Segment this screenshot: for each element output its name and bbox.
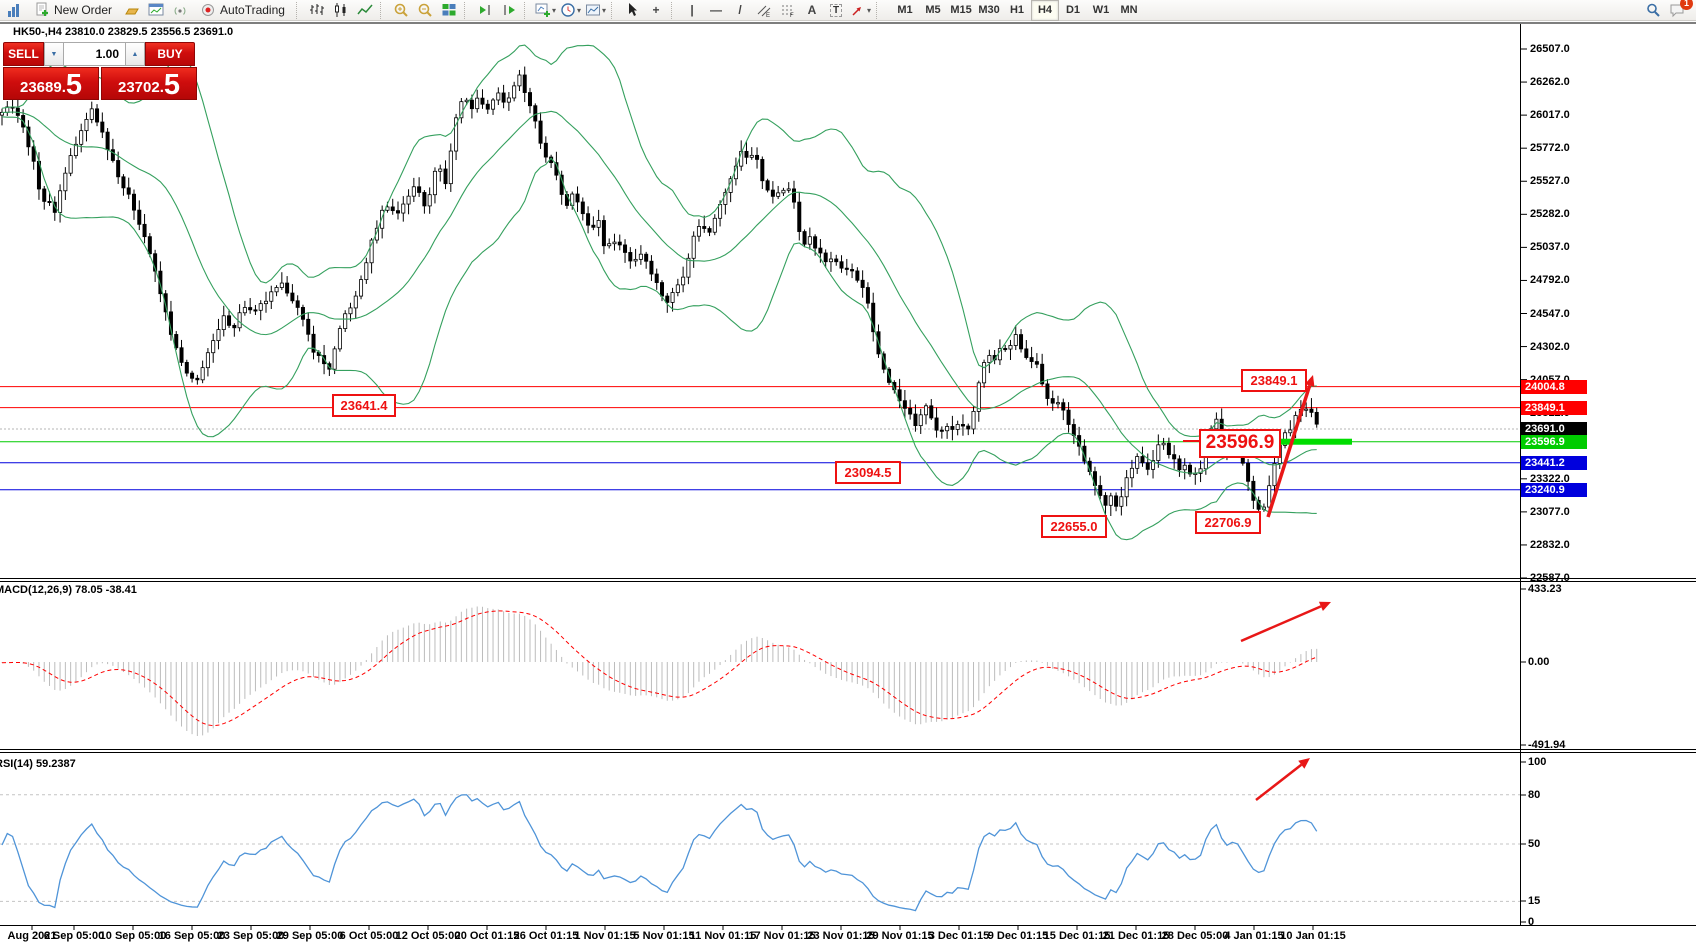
toolbar-separator xyxy=(295,1,302,19)
expert-advisor-icon[interactable] xyxy=(145,0,167,21)
macd-label: MACD(12,26,9) 78.05 -38.41 xyxy=(0,584,137,596)
timeframe-button-m30[interactable]: M30 xyxy=(978,4,1000,16)
toolbar: New Order AutoTrading xyxy=(0,0,1696,21)
timeframe-button-mn[interactable]: MN xyxy=(1120,4,1138,16)
chart-file-icon[interactable] xyxy=(3,0,25,21)
gold-icon[interactable] xyxy=(121,0,143,21)
buy-price-main: 23702. xyxy=(117,79,164,96)
sell-price[interactable]: 23689. 5 xyxy=(3,67,99,100)
buy-price[interactable]: 23702. 5 xyxy=(101,67,197,100)
chevron-down-icon: ▾ xyxy=(551,5,556,15)
timeframe-button-m5[interactable]: M5 xyxy=(925,4,941,16)
text-label-icon[interactable]: T xyxy=(825,0,847,21)
toolbar-separator xyxy=(671,1,677,19)
timeframe-group: M1 M5 M15 M30 H1 H4 D1 W1 MN xyxy=(891,0,1143,21)
timeframe-button-h1[interactable]: H1 xyxy=(1009,4,1025,16)
chat-icon[interactable]: 1 xyxy=(1666,0,1693,21)
chart-shift-icon[interactable] xyxy=(498,0,520,21)
chevron-down-icon: ▾ xyxy=(601,5,606,15)
notification-badge: 1 xyxy=(1680,0,1693,10)
cursor-icon[interactable] xyxy=(621,0,643,21)
buy-price-big-digit: 5 xyxy=(163,68,181,101)
search-icon[interactable] xyxy=(1642,0,1664,21)
svg-text:F: F xyxy=(790,13,794,18)
bar-chart-type-icon[interactable] xyxy=(306,0,328,21)
sell-price-big-digit: 5 xyxy=(65,68,83,101)
chevron-down-icon: ▾ xyxy=(576,5,581,15)
toolbar-separator xyxy=(523,1,530,19)
text-icon[interactable]: A xyxy=(807,3,817,17)
autotrading-button[interactable]: AutoTrading xyxy=(194,1,291,20)
auto-scroll-icon[interactable] xyxy=(474,0,496,21)
chevron-down-icon: ▾ xyxy=(867,5,872,15)
toolbar-bottom-strip xyxy=(0,22,1696,24)
templates-icon[interactable]: ▾ xyxy=(584,0,607,21)
toolbar-separator xyxy=(463,1,470,19)
arrows-icon[interactable]: ▾ xyxy=(849,0,872,21)
timeframe-button-m1[interactable]: M1 xyxy=(897,4,913,16)
chart-symbol-title: HK50-,H4 23810.0 23829.5 23556.5 23691.0 xyxy=(13,26,234,38)
volume-increase-button[interactable]: ▲ xyxy=(125,42,145,66)
new-order-button[interactable]: New Order xyxy=(28,1,118,20)
line-chart-type-icon[interactable] xyxy=(354,0,376,21)
fibonacci-icon[interactable]: F xyxy=(777,0,799,21)
signal-icon[interactable] xyxy=(169,0,191,21)
vertical-line-icon[interactable]: | xyxy=(690,3,694,17)
rsi-label: RSI(14) 59.2387 xyxy=(0,758,76,770)
timeframe-button-w1[interactable]: W1 xyxy=(1092,4,1110,16)
equidistant-channel-icon[interactable]: E xyxy=(753,0,775,21)
crosshair-icon[interactable]: + xyxy=(652,3,660,17)
periods-icon[interactable]: ▾ xyxy=(559,0,582,21)
toolbar-separator xyxy=(611,1,617,19)
timeframe-button-h4[interactable]: H4 xyxy=(1031,0,1060,21)
buy-button[interactable]: BUY xyxy=(145,42,195,66)
tile-windows-icon[interactable] xyxy=(438,0,460,21)
toolbar-separator xyxy=(379,1,386,19)
zoom-in-icon[interactable] xyxy=(390,0,412,21)
sell-button[interactable]: SELL xyxy=(3,42,44,66)
zoom-out-icon[interactable] xyxy=(414,0,436,21)
autotrading-label: AutoTrading xyxy=(220,3,285,17)
sell-price-main: 23689. xyxy=(19,79,66,96)
timeframe-button-d1[interactable]: D1 xyxy=(1065,4,1081,16)
new-chart-icon[interactable]: ▾ xyxy=(534,0,557,21)
timeframe-button-m15[interactable]: M15 xyxy=(950,4,972,16)
volume-decrease-button[interactable]: ▼ xyxy=(44,42,64,66)
one-click-trading-panel: SELL ▼ ▲ BUY 23689. 5 23702. 5 xyxy=(3,42,197,100)
horizontal-line-icon[interactable]: — xyxy=(710,3,722,17)
new-order-label: New Order xyxy=(54,3,113,17)
candlestick-type-icon[interactable] xyxy=(330,0,352,21)
toolbar-separator xyxy=(876,1,882,19)
trendline-icon[interactable]: / xyxy=(738,3,742,17)
volume-input[interactable] xyxy=(64,42,125,66)
svg-text:E: E xyxy=(766,13,770,18)
